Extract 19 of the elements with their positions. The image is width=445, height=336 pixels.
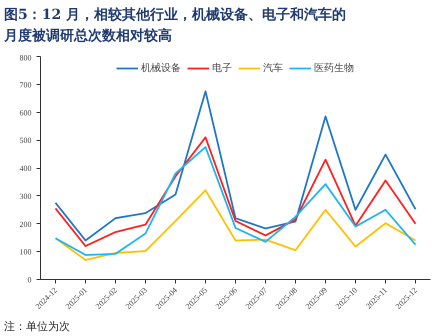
y-tick-label: 300 — [20, 192, 32, 201]
y-tick-label: 0 — [28, 276, 32, 284]
line-series — [54, 146, 416, 256]
text: 注：单位为次 — [4, 319, 70, 335]
y-tick-label: 600 — [20, 108, 32, 118]
line-series — [54, 136, 416, 247]
y-tick-label: 500 — [20, 136, 32, 146]
y-tick-label: 100 — [20, 248, 32, 257]
legend-label: 电子 — [212, 62, 232, 75]
y-tick-label: 200 — [20, 220, 32, 229]
legend-label: 机械设备 — [141, 62, 181, 75]
y-tick-label: 700 — [20, 80, 32, 90]
y-tick-label: 400 — [20, 164, 32, 173]
y-tick-label: 800 — [20, 54, 32, 62]
legend-label: 汽车 — [263, 62, 283, 75]
line-series — [54, 90, 416, 242]
line-series — [54, 189, 416, 261]
chart-title: 图5：12 月，相较其他行业，机械设备、电子和汽车的月度被调研总次数相对较高 — [4, 6, 348, 46]
legend-label: 医药生物 — [314, 62, 354, 75]
